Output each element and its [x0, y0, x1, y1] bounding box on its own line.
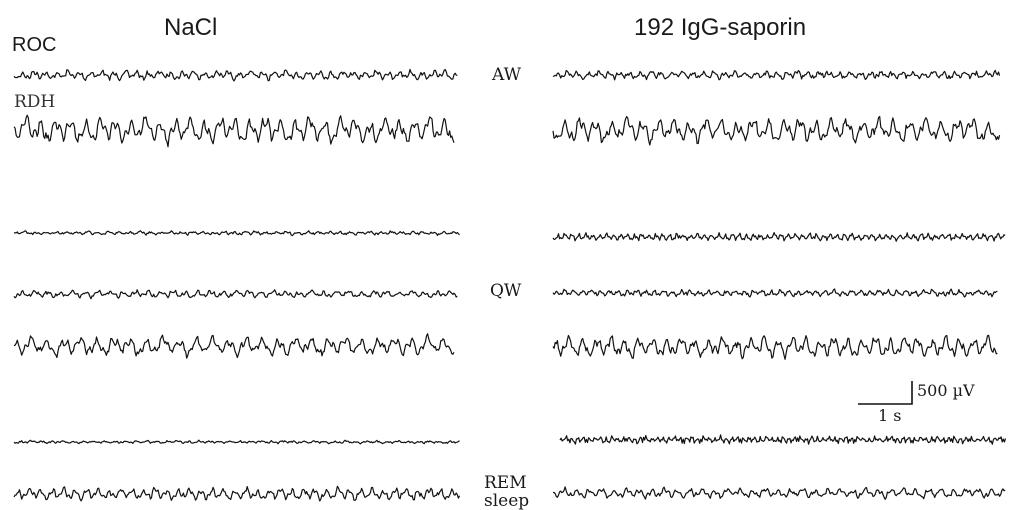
group-title-saporin: 192 IgG-saporin: [634, 14, 807, 41]
state-label-qw: QW: [490, 281, 522, 301]
trace-nacl-aw-roc: [13, 68, 458, 82]
trace-nacl-qw-roc: [13, 230, 460, 237]
trace-saporin-rem-rdh: [553, 486, 1006, 500]
trace-nacl-qw-roc-2: [13, 289, 458, 300]
scale-bar-time-label: 1 s: [878, 406, 902, 425]
trace-saporin-aw-rdh: [552, 115, 1001, 146]
trace-nacl-rem-rdh: [13, 485, 461, 502]
trace-saporin-aw-roc: [552, 69, 1001, 81]
trace-saporin-rem-roc: [559, 434, 1007, 445]
channel-label-rdh: RDH: [14, 92, 56, 112]
trace-nacl-qw-rdh: [13, 333, 455, 359]
trace-saporin-qw-roc: [552, 232, 1006, 242]
scale-bar-voltage-label: 500 µV: [917, 381, 975, 400]
trace-saporin-qw-rdh: [552, 334, 998, 360]
state-label-aw: AW: [492, 65, 522, 85]
trace-nacl-aw-rdh: [13, 114, 455, 148]
channel-label-roc: ROC: [12, 34, 57, 56]
group-title-nacl: NaCl: [164, 14, 218, 41]
trace-saporin-qw-roc-2: [552, 288, 998, 298]
scale-bar: [858, 381, 913, 405]
trace-nacl-rem-roc: [13, 439, 460, 445]
state-label-rem-sleep: REM sleep: [484, 474, 530, 510]
